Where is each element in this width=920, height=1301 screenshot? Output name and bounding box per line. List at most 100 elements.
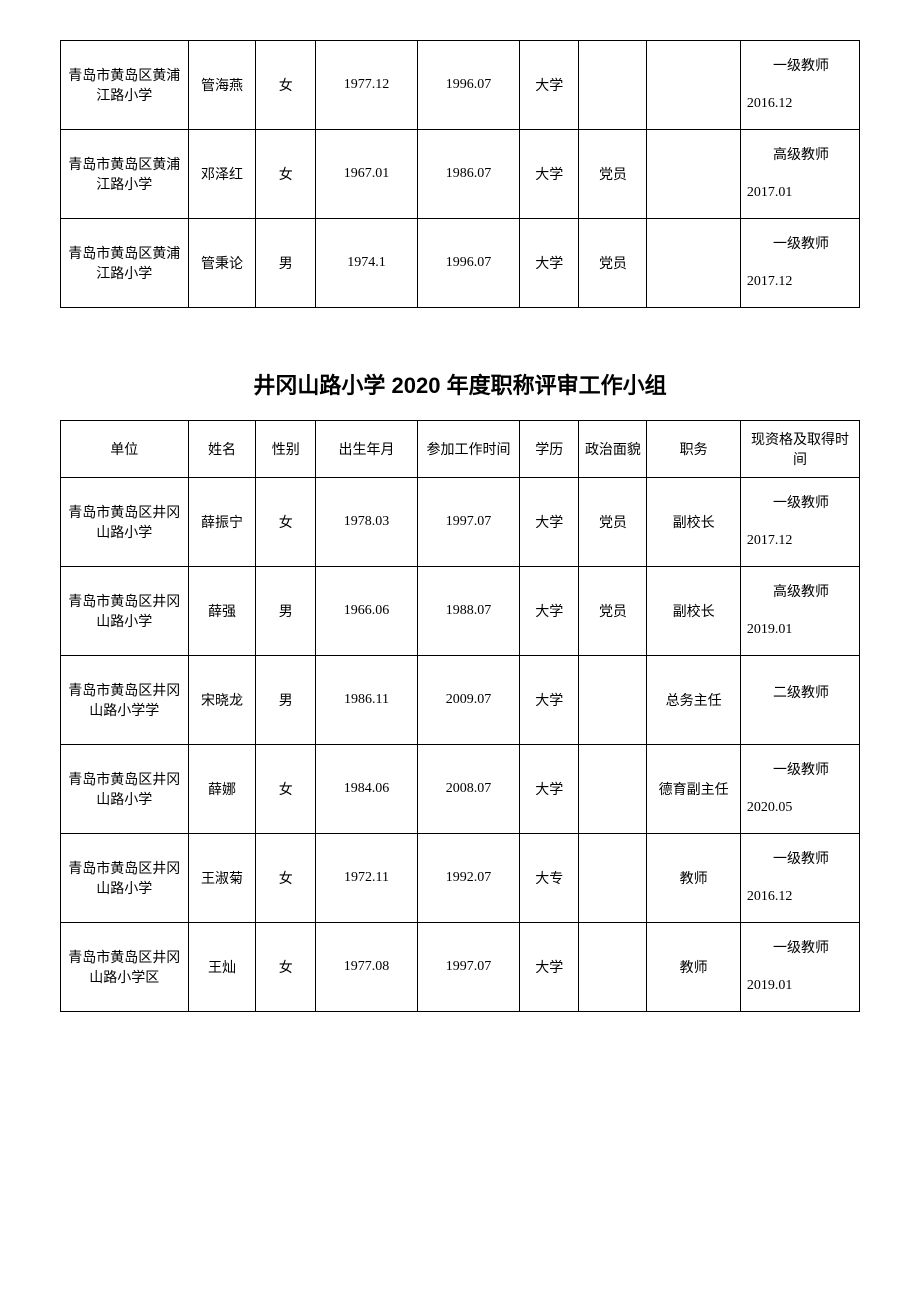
cell-name: 王灿 [188, 923, 256, 1012]
cell-pos: 副校长 [647, 567, 740, 656]
cell-birth: 1986.11 [315, 656, 417, 745]
table-row: 青岛市黄岛区井冈山路小学区王灿女1977.081997.07大学教师一级教师20… [61, 923, 860, 1012]
section-title: 井冈山路小学 2020 年度职称评审工作小组 [60, 368, 860, 400]
qualification-title: 一级教师 [747, 847, 855, 872]
cell-qualification: 一级教师 2019.01 [740, 923, 859, 1012]
cell-edu: 大学 [519, 656, 578, 745]
cell-name: 王淑菊 [188, 834, 256, 923]
cell-work: 1997.07 [417, 478, 519, 567]
cell-gender: 男 [256, 656, 315, 745]
cell-unit: 青岛市黄岛区井冈山路小学学 [61, 656, 189, 745]
cell-birth: 1977.12 [315, 41, 417, 130]
header-birth: 出生年月 [315, 421, 417, 478]
cell-pos: 副校长 [647, 478, 740, 567]
qualification-title: 一级教师 [747, 758, 855, 783]
cell-pol: 党员 [579, 219, 647, 308]
cell-gender: 女 [256, 834, 315, 923]
cell-work: 1996.07 [417, 41, 519, 130]
cell-pol [579, 923, 647, 1012]
cell-gender: 女 [256, 745, 315, 834]
header-name: 姓名 [188, 421, 256, 478]
table-row: 青岛市黄岛区黄浦江路小学管海燕女1977.121996.07大学 一级教师 2016… [61, 41, 860, 130]
cell-unit: 青岛市黄岛区井冈山路小学 [61, 745, 189, 834]
header-qual: 现资格及取得时间 [740, 421, 859, 478]
qualification-title: 一级教师 [747, 54, 855, 79]
cell-unit: 青岛市黄岛区井冈山路小学 [61, 478, 189, 567]
header-unit: 单位 [61, 421, 189, 478]
cell-birth: 1984.06 [315, 745, 417, 834]
cell-unit: 青岛市黄岛区井冈山路小学 [61, 834, 189, 923]
cell-birth: 1977.08 [315, 923, 417, 1012]
cell-birth: 1978.03 [315, 478, 417, 567]
cell-work: 1986.07 [417, 130, 519, 219]
cell-pol: 党员 [579, 130, 647, 219]
table-row: 青岛市黄岛区井冈山路小学学宋晓龙男1986.112009.07大学总务主任二级教… [61, 656, 860, 745]
cell-gender: 女 [256, 41, 315, 130]
qualification-title: 高级教师 [747, 580, 855, 605]
header-pos: 职务 [647, 421, 740, 478]
qualification-title: 二级教师 [747, 681, 855, 706]
table-row: 青岛市黄岛区井冈山路小学薛强男1966.061988.07大学党员副校长高级教师… [61, 567, 860, 656]
cell-qualification: 二级教师 [740, 656, 859, 745]
cell-edu: 大专 [519, 834, 578, 923]
cell-qualification: 一级教师2017.12 [740, 219, 859, 308]
cell-pol [579, 41, 647, 130]
cell-name: 薛强 [188, 567, 256, 656]
cell-birth: 1972.11 [315, 834, 417, 923]
cell-work: 2009.07 [417, 656, 519, 745]
qualification-date: 2017.12 [747, 528, 855, 553]
cell-qualification: 一级教师 2020.05 [740, 745, 859, 834]
table-row: 青岛市黄岛区井冈山路小学王淑菊女1972.111992.07大专教师一级教师 20… [61, 834, 860, 923]
table-row: 青岛市黄岛区黄浦江路小学邓泽红女1967.011986.07大学党员高级教师20… [61, 130, 860, 219]
qualification-title: 一级教师 [747, 936, 855, 961]
header-edu: 学历 [519, 421, 578, 478]
cell-pol: 党员 [579, 567, 647, 656]
cell-name: 邓泽红 [188, 130, 256, 219]
qualification-title: 一级教师 [747, 491, 855, 516]
cell-pos: 德育副主任 [647, 745, 740, 834]
cell-unit: 青岛市黄岛区井冈山路小学 [61, 567, 189, 656]
cell-unit: 青岛市黄岛区井冈山路小学区 [61, 923, 189, 1012]
qualification-date: 2016.12 [747, 884, 855, 909]
table-row: 青岛市黄岛区井冈山路小学薛娜女1984.062008.07大学德育副主任一级教师… [61, 745, 860, 834]
header-work: 参加工作时间 [417, 421, 519, 478]
cell-name: 管海燕 [188, 41, 256, 130]
cell-gender: 女 [256, 923, 315, 1012]
table-main: 单位 姓名 性别 出生年月 参加工作时间 学历 政治面貌 职务 现资格及取得时间… [60, 420, 860, 1012]
qualification-date: 2020.05 [747, 795, 855, 820]
table-top-body: 青岛市黄岛区黄浦江路小学管海燕女1977.121996.07大学一级教师2016… [61, 41, 860, 308]
cell-work: 2008.07 [417, 745, 519, 834]
cell-pos: 教师 [647, 923, 740, 1012]
cell-birth: 1966.06 [315, 567, 417, 656]
qualification-date: 2016.12 [747, 91, 855, 116]
cell-edu: 大学 [519, 923, 578, 1012]
cell-qualification: 一级教师 2016.12 [740, 834, 859, 923]
table-header-row: 单位 姓名 性别 出生年月 参加工作时间 学历 政治面貌 职务 现资格及取得时间 [61, 421, 860, 478]
cell-gender: 男 [256, 567, 315, 656]
cell-name: 薛娜 [188, 745, 256, 834]
cell-qualification: 一级教师 2017.12 [740, 478, 859, 567]
table-main-header: 单位 姓名 性别 出生年月 参加工作时间 学历 政治面貌 职务 现资格及取得时间 [61, 421, 860, 478]
cell-edu: 大学 [519, 745, 578, 834]
qualification-date: 2019.01 [747, 973, 855, 998]
cell-work: 1992.07 [417, 834, 519, 923]
table-row: 青岛市黄岛区井冈山路小学薛振宁女1978.031997.07大学党员副校长一级教… [61, 478, 860, 567]
cell-edu: 大学 [519, 41, 578, 130]
cell-pos: 总务主任 [647, 656, 740, 745]
qualification-title: 一级教师 [747, 232, 855, 257]
cell-unit: 青岛市黄岛区黄浦江路小学 [61, 41, 189, 130]
cell-edu: 大学 [519, 567, 578, 656]
cell-gender: 女 [256, 130, 315, 219]
cell-pos: 教师 [647, 834, 740, 923]
cell-pol [579, 745, 647, 834]
cell-pos [647, 219, 740, 308]
qualification-date: 2017.01 [747, 180, 855, 205]
cell-edu: 大学 [519, 219, 578, 308]
cell-edu: 大学 [519, 478, 578, 567]
cell-edu: 大学 [519, 130, 578, 219]
cell-pos [647, 41, 740, 130]
cell-work: 1996.07 [417, 219, 519, 308]
header-gender: 性别 [256, 421, 315, 478]
cell-work: 1988.07 [417, 567, 519, 656]
cell-pos [647, 130, 740, 219]
